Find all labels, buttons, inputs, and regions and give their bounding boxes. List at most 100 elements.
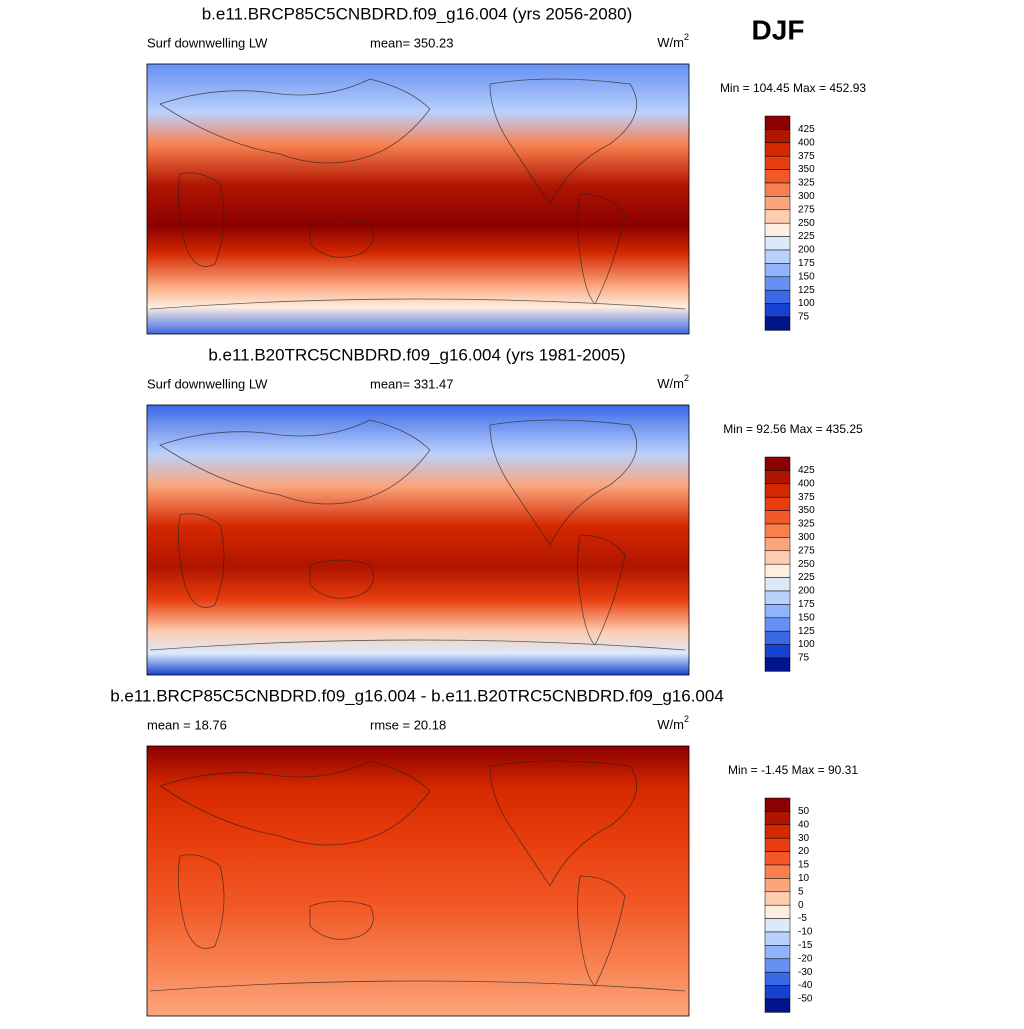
- panel-title: b.e11.BRCP85C5CNBDRD.f09_g16.004 - b.e11…: [110, 686, 724, 705]
- colorbar-label: 375: [798, 492, 815, 503]
- colorbar-box: [764, 537, 791, 552]
- colorbar-label: 375: [798, 151, 815, 162]
- coastline: [577, 534, 626, 646]
- colorbar-label: -5: [798, 913, 807, 924]
- colorbar-box: [764, 209, 791, 224]
- unit-label: W/m2: [657, 373, 689, 391]
- coastline: [309, 900, 374, 940]
- colorbar-box: [764, 851, 791, 866]
- unit-label: W/m2: [657, 714, 689, 732]
- colorbar-label: 425: [798, 465, 815, 476]
- colorbar-label: 125: [798, 285, 815, 296]
- colorbar-label: 225: [798, 572, 815, 583]
- colorbar-box: [764, 316, 791, 331]
- colorbar-label: 75: [798, 312, 810, 323]
- coastline: [177, 854, 225, 949]
- coastline: [177, 172, 225, 267]
- coastline: [159, 760, 431, 846]
- colorbar-box: [764, 590, 791, 605]
- colorbar-box: [764, 182, 791, 197]
- colorbar-box: [764, 222, 791, 237]
- colorbar-box: [764, 249, 791, 264]
- continents: [149, 419, 686, 651]
- colorbar-label: 200: [798, 586, 815, 597]
- coastline: [577, 875, 626, 987]
- colorbar-box: [764, 456, 791, 471]
- colorbar-label: 100: [798, 639, 815, 650]
- colorbar-box: [764, 824, 791, 839]
- min-max: Min = 104.45 Max = 452.93: [720, 81, 866, 95]
- colorbar-label: 100: [798, 298, 815, 309]
- colorbar-label: -40: [798, 980, 813, 991]
- colorbar-box: [764, 155, 791, 170]
- colorbar-label: 250: [798, 559, 815, 570]
- colorbar-label: 200: [798, 245, 815, 256]
- colorbar-label: 10: [798, 873, 810, 884]
- center-label: mean= 350.23: [370, 35, 453, 50]
- coastline: [149, 298, 686, 310]
- panel-title: b.e11.B20TRC5CNBDRD.f09_g16.004 (yrs 198…: [208, 345, 625, 364]
- colorbar-label: 400: [798, 478, 815, 489]
- colorbar-box: [764, 617, 791, 632]
- colorbar-box: [764, 263, 791, 278]
- min-max: Min = -1.45 Max = 90.31: [728, 763, 858, 777]
- colorbar-label: 225: [798, 231, 815, 242]
- colorbar-label: -10: [798, 927, 813, 938]
- coastline: [149, 980, 686, 992]
- colorbar-box: [764, 550, 791, 565]
- unit-base: W/m: [657, 376, 684, 391]
- colorbar-box: [764, 891, 791, 906]
- colorbar-box: [764, 483, 791, 498]
- colorbar-label: -20: [798, 953, 813, 964]
- coastline: [309, 559, 374, 599]
- unit-base: W/m: [657, 35, 684, 50]
- colorbar-label: 5: [798, 886, 804, 897]
- colorbar-label: 150: [798, 271, 815, 282]
- colorbar-box: [764, 931, 791, 946]
- coastline: [149, 639, 686, 651]
- colorbar-label: 40: [798, 819, 810, 830]
- colorbar-box: [764, 864, 791, 879]
- colorbar-box: [764, 142, 791, 157]
- colorbar-box: [764, 958, 791, 973]
- colorbar-box: [764, 811, 791, 826]
- colorbar-label: 425: [798, 124, 815, 135]
- center-label: mean= 331.47: [370, 376, 453, 391]
- colorbar-box: [764, 577, 791, 592]
- unit-base: W/m: [657, 717, 684, 732]
- map-field: [146, 745, 690, 1017]
- colorbar-box: [764, 657, 791, 672]
- colorbar-box: [764, 169, 791, 184]
- colorbar-box: [764, 918, 791, 933]
- colorbar-label: -50: [798, 994, 813, 1005]
- unit-label: W/m2: [657, 32, 689, 50]
- colorbar-box: [764, 129, 791, 144]
- coastline: [489, 760, 638, 887]
- panel-title: b.e11.BRCP85C5CNBDRD.f09_g16.004 (yrs 20…: [202, 4, 633, 23]
- colorbar-label: 250: [798, 218, 815, 229]
- colorbar-box: [764, 496, 791, 511]
- colorbar-label: 325: [798, 178, 815, 189]
- unit-sup: 2: [684, 714, 689, 724]
- colorbar-box: [764, 630, 791, 645]
- coastline: [489, 78, 638, 205]
- colorbar-box: [764, 115, 791, 130]
- colorbar-box: [764, 971, 791, 986]
- coastline: [489, 419, 638, 546]
- colorbar-box: [764, 303, 791, 318]
- colorbar-label: 125: [798, 626, 815, 637]
- left-label: Surf downwelling LW: [147, 35, 268, 50]
- map-field: [146, 404, 690, 676]
- coastline: [159, 78, 431, 164]
- colorbar-label: 400: [798, 137, 815, 148]
- colorbar-box: [764, 998, 791, 1013]
- unit-sup: 2: [684, 32, 689, 42]
- colorbar-box: [764, 837, 791, 852]
- colorbar-box: [764, 604, 791, 619]
- colorbar-box: [764, 904, 791, 919]
- continents: [149, 760, 686, 992]
- colorbar-label: 275: [798, 545, 815, 556]
- colorbar-label: 75: [798, 653, 810, 664]
- colorbar-label: 15: [798, 860, 810, 871]
